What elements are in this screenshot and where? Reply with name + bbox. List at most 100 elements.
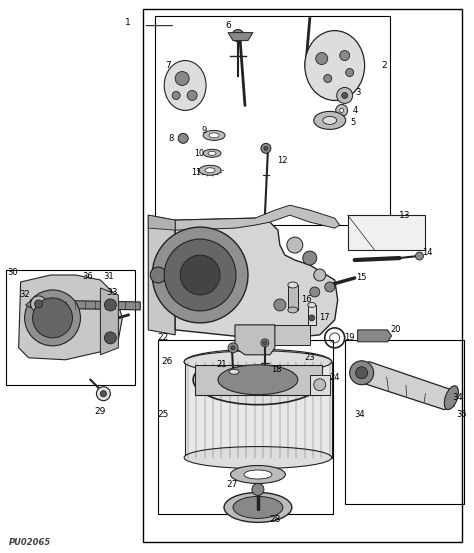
Polygon shape bbox=[228, 33, 253, 40]
Circle shape bbox=[287, 237, 303, 253]
Circle shape bbox=[180, 255, 220, 295]
Text: 36: 36 bbox=[82, 273, 93, 281]
Polygon shape bbox=[235, 325, 275, 355]
Polygon shape bbox=[240, 325, 310, 345]
Ellipse shape bbox=[314, 111, 346, 129]
Polygon shape bbox=[148, 215, 175, 230]
Text: 34: 34 bbox=[452, 393, 463, 402]
Circle shape bbox=[25, 290, 81, 346]
Circle shape bbox=[346, 69, 354, 76]
Text: 9: 9 bbox=[201, 126, 207, 135]
Circle shape bbox=[228, 343, 238, 353]
Text: 5: 5 bbox=[350, 118, 356, 127]
Text: 3: 3 bbox=[355, 88, 360, 97]
Circle shape bbox=[187, 91, 197, 101]
Text: 32: 32 bbox=[19, 290, 30, 300]
Ellipse shape bbox=[230, 466, 285, 483]
Ellipse shape bbox=[184, 349, 332, 374]
Circle shape bbox=[314, 269, 326, 281]
Ellipse shape bbox=[208, 152, 216, 155]
Ellipse shape bbox=[224, 493, 292, 523]
Polygon shape bbox=[18, 275, 122, 360]
Polygon shape bbox=[148, 215, 175, 335]
Text: 23: 23 bbox=[304, 353, 315, 362]
Text: 18: 18 bbox=[272, 366, 282, 374]
Text: 15: 15 bbox=[356, 274, 367, 283]
Circle shape bbox=[235, 33, 241, 39]
Text: 12: 12 bbox=[277, 156, 287, 165]
Ellipse shape bbox=[323, 116, 337, 124]
Polygon shape bbox=[185, 362, 332, 457]
Text: 24: 24 bbox=[329, 373, 340, 382]
Text: PU02065: PU02065 bbox=[9, 538, 51, 547]
Ellipse shape bbox=[203, 131, 225, 140]
Circle shape bbox=[104, 299, 116, 311]
Circle shape bbox=[340, 108, 344, 112]
Circle shape bbox=[340, 50, 350, 60]
Circle shape bbox=[336, 105, 347, 116]
Ellipse shape bbox=[218, 365, 298, 395]
Text: 14: 14 bbox=[422, 248, 433, 257]
Ellipse shape bbox=[444, 386, 458, 410]
Text: 17: 17 bbox=[319, 314, 330, 322]
Ellipse shape bbox=[205, 168, 215, 173]
Ellipse shape bbox=[308, 302, 316, 307]
Circle shape bbox=[261, 339, 269, 347]
Circle shape bbox=[342, 92, 347, 98]
Text: 30: 30 bbox=[7, 268, 18, 276]
Text: 22: 22 bbox=[157, 333, 169, 342]
Circle shape bbox=[324, 75, 332, 82]
Text: 13: 13 bbox=[399, 211, 410, 220]
Text: 25: 25 bbox=[157, 410, 169, 419]
Ellipse shape bbox=[194, 353, 322, 371]
Circle shape bbox=[325, 282, 335, 292]
Polygon shape bbox=[308, 305, 316, 325]
Ellipse shape bbox=[305, 30, 365, 101]
Circle shape bbox=[104, 332, 116, 344]
Text: 35: 35 bbox=[456, 410, 467, 419]
Text: 11: 11 bbox=[191, 168, 201, 177]
Polygon shape bbox=[175, 218, 337, 340]
Bar bbox=[347, 215, 426, 250]
Circle shape bbox=[309, 315, 315, 321]
Ellipse shape bbox=[288, 282, 298, 288]
Text: 2: 2 bbox=[382, 61, 387, 70]
Text: 6: 6 bbox=[225, 21, 231, 30]
Text: 7: 7 bbox=[165, 61, 171, 70]
Circle shape bbox=[252, 483, 264, 495]
Ellipse shape bbox=[203, 149, 221, 157]
Polygon shape bbox=[175, 205, 340, 230]
Ellipse shape bbox=[233, 497, 283, 518]
Circle shape bbox=[96, 387, 110, 401]
Circle shape bbox=[31, 296, 46, 312]
Circle shape bbox=[33, 298, 73, 338]
Text: 1: 1 bbox=[126, 18, 131, 27]
Text: 10: 10 bbox=[194, 149, 204, 158]
Ellipse shape bbox=[178, 133, 188, 143]
Ellipse shape bbox=[164, 60, 206, 111]
Text: 19: 19 bbox=[345, 333, 355, 342]
Text: 27: 27 bbox=[226, 480, 237, 489]
Circle shape bbox=[263, 341, 267, 345]
Circle shape bbox=[264, 147, 268, 150]
Ellipse shape bbox=[209, 133, 219, 138]
Circle shape bbox=[100, 391, 106, 397]
Text: 34: 34 bbox=[355, 410, 365, 419]
Text: 29: 29 bbox=[95, 407, 106, 416]
Text: 4: 4 bbox=[353, 106, 358, 115]
Ellipse shape bbox=[288, 307, 298, 313]
Bar bbox=[158, 340, 333, 514]
Circle shape bbox=[231, 346, 235, 350]
Text: 31: 31 bbox=[103, 272, 114, 280]
Polygon shape bbox=[26, 301, 31, 308]
Polygon shape bbox=[195, 365, 322, 395]
Circle shape bbox=[150, 267, 166, 283]
Polygon shape bbox=[31, 300, 140, 310]
Ellipse shape bbox=[184, 447, 332, 468]
Circle shape bbox=[175, 71, 189, 86]
Text: 28: 28 bbox=[269, 515, 281, 524]
Circle shape bbox=[314, 379, 326, 391]
Bar bbox=[6, 270, 135, 385]
Circle shape bbox=[310, 287, 320, 297]
Circle shape bbox=[152, 227, 248, 323]
